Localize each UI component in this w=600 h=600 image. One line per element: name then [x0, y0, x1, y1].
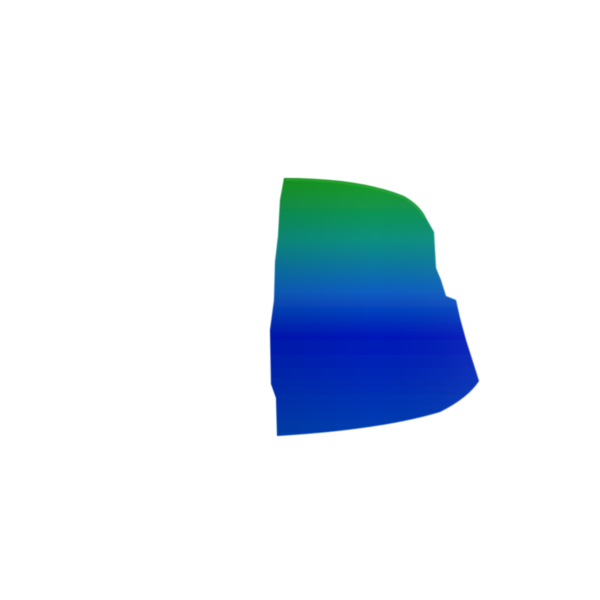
- surface-top-edge-highlight: [285, 179, 425, 219]
- surface-shading: [270, 178, 479, 436]
